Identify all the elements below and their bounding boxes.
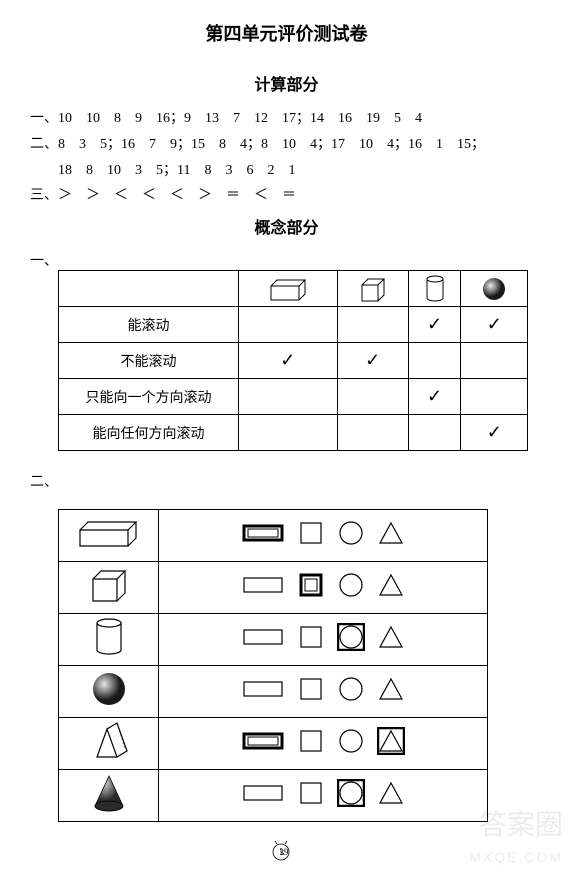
match-q2-label: 二、 bbox=[30, 451, 58, 491]
q1-label: 一、 bbox=[30, 107, 58, 131]
concept-cell bbox=[337, 415, 408, 451]
rect-option bbox=[241, 728, 285, 759]
calc-row1: 10 10 8 9 16；9 13 7 12 17；14 16 19 5 4 bbox=[58, 111, 422, 126]
concept-cell: ✓ bbox=[239, 343, 338, 379]
cuboid-icon bbox=[239, 271, 338, 307]
circle-option bbox=[337, 519, 365, 552]
concept-cell: ✓ bbox=[408, 307, 461, 343]
triangle-option bbox=[377, 779, 405, 812]
solid-cell bbox=[59, 718, 159, 770]
circle-option bbox=[337, 675, 365, 708]
concept-cell bbox=[337, 307, 408, 343]
watermark-logo: 答案圈 bbox=[479, 803, 563, 843]
concept-cell bbox=[239, 379, 338, 415]
page-number: 29 bbox=[280, 847, 289, 857]
concept-cell bbox=[337, 379, 408, 415]
concept-cell bbox=[239, 415, 338, 451]
page-footer: 29 bbox=[0, 839, 573, 861]
solid-cell bbox=[59, 510, 159, 562]
concept-section-title: 概念部分 bbox=[30, 214, 543, 238]
calc-q1: 一、10 10 8 9 16；9 13 7 12 17；14 16 19 5 4 bbox=[30, 107, 543, 131]
options-cell bbox=[159, 666, 488, 718]
cylinder-icon bbox=[408, 271, 461, 307]
concept-row-label: 能滚动 bbox=[59, 307, 239, 343]
q2-label: 二、 bbox=[30, 133, 58, 157]
square-option bbox=[297, 623, 325, 656]
square-option bbox=[297, 779, 325, 812]
concept-cell bbox=[461, 379, 528, 415]
solid-cell bbox=[59, 562, 159, 614]
concept-cell: ✓ bbox=[461, 415, 528, 451]
concept-table: 能滚动✓✓不能滚动✓✓只能向一个方向滚动✓能向任何方向滚动✓ bbox=[58, 270, 528, 451]
concept-cell: ✓ bbox=[408, 379, 461, 415]
concept-row-label: 只能向一个方向滚动 bbox=[59, 379, 239, 415]
calc-q3: 三、＞ ＞ ＜ ＜ ＜ ＞ ＝ ＜ ＝ bbox=[30, 184, 543, 208]
concept-row-label: 不能滚动 bbox=[59, 343, 239, 379]
square-option bbox=[297, 675, 325, 708]
concept-cell: ✓ bbox=[337, 343, 408, 379]
square-option bbox=[297, 571, 325, 604]
rect-option bbox=[241, 520, 285, 551]
triangle-option bbox=[377, 675, 405, 708]
options-cell bbox=[159, 614, 488, 666]
triangle-option bbox=[377, 727, 405, 760]
page-title: 第四单元评价测试卷 bbox=[30, 20, 543, 46]
options-cell bbox=[159, 770, 488, 822]
options-cell bbox=[159, 718, 488, 770]
solid-cell bbox=[59, 666, 159, 718]
cube-icon bbox=[337, 271, 408, 307]
triangle-option bbox=[377, 571, 405, 604]
triangle-option bbox=[377, 519, 405, 552]
circle-option bbox=[337, 727, 365, 760]
match-table bbox=[58, 509, 488, 822]
sphere-icon bbox=[461, 271, 528, 307]
calc-row2: 8 3 5；16 7 9；15 8 4；8 10 4；17 10 4；16 1 … bbox=[58, 137, 485, 152]
options-cell bbox=[159, 562, 488, 614]
calc-row2b: 18 8 10 3 5；11 8 3 6 2 1 bbox=[30, 159, 543, 183]
concept-cell bbox=[408, 343, 461, 379]
concept-cell: ✓ bbox=[461, 307, 528, 343]
concept-row-label: 能向任何方向滚动 bbox=[59, 415, 239, 451]
concept-cell bbox=[408, 415, 461, 451]
rect-option bbox=[241, 780, 285, 811]
calc-row3: ＞ ＞ ＜ ＜ ＜ ＞ ＝ ＜ ＝ bbox=[58, 188, 296, 203]
calc-q2: 二、8 3 5；16 7 9；15 8 4；8 10 4；17 10 4；16 … bbox=[30, 133, 543, 157]
rect-option bbox=[241, 624, 285, 655]
options-cell bbox=[159, 510, 488, 562]
q3-label: 三、 bbox=[30, 184, 58, 208]
circle-option bbox=[337, 571, 365, 604]
circle-option bbox=[337, 779, 365, 812]
rect-option bbox=[241, 676, 285, 707]
triangle-option bbox=[377, 623, 405, 656]
square-option bbox=[297, 519, 325, 552]
solid-cell bbox=[59, 614, 159, 666]
concept-header-blank bbox=[59, 271, 239, 307]
concept-q1-label: 一、 bbox=[30, 250, 58, 270]
concept-cell bbox=[239, 307, 338, 343]
rect-option bbox=[241, 572, 285, 603]
circle-option bbox=[337, 623, 365, 656]
square-option bbox=[297, 727, 325, 760]
solid-cell bbox=[59, 770, 159, 822]
concept-cell bbox=[461, 343, 528, 379]
calc-section-title: 计算部分 bbox=[30, 71, 543, 95]
